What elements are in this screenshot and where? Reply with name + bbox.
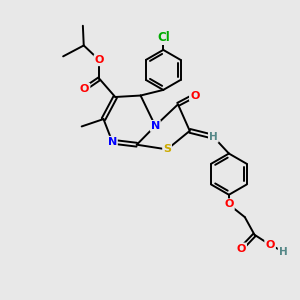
Text: O: O [190, 91, 200, 100]
Text: O: O [237, 244, 246, 254]
Text: O: O [237, 244, 246, 254]
Text: O: O [266, 240, 275, 250]
Text: Cl: Cl [157, 31, 169, 44]
Text: O: O [80, 84, 89, 94]
Text: S: S [163, 144, 171, 154]
Text: O: O [80, 84, 89, 94]
Text: O: O [190, 91, 200, 100]
Text: H: H [279, 247, 287, 256]
Text: Cl: Cl [157, 31, 169, 44]
Text: O: O [95, 55, 104, 65]
Text: H: H [209, 132, 218, 142]
Text: O: O [224, 200, 234, 209]
Text: O: O [95, 55, 104, 65]
Text: O: O [224, 200, 234, 209]
Text: H: H [279, 247, 287, 256]
Text: N: N [108, 137, 117, 147]
Text: H: H [209, 132, 218, 142]
Text: N: N [151, 121, 160, 131]
Text: O: O [266, 240, 275, 250]
